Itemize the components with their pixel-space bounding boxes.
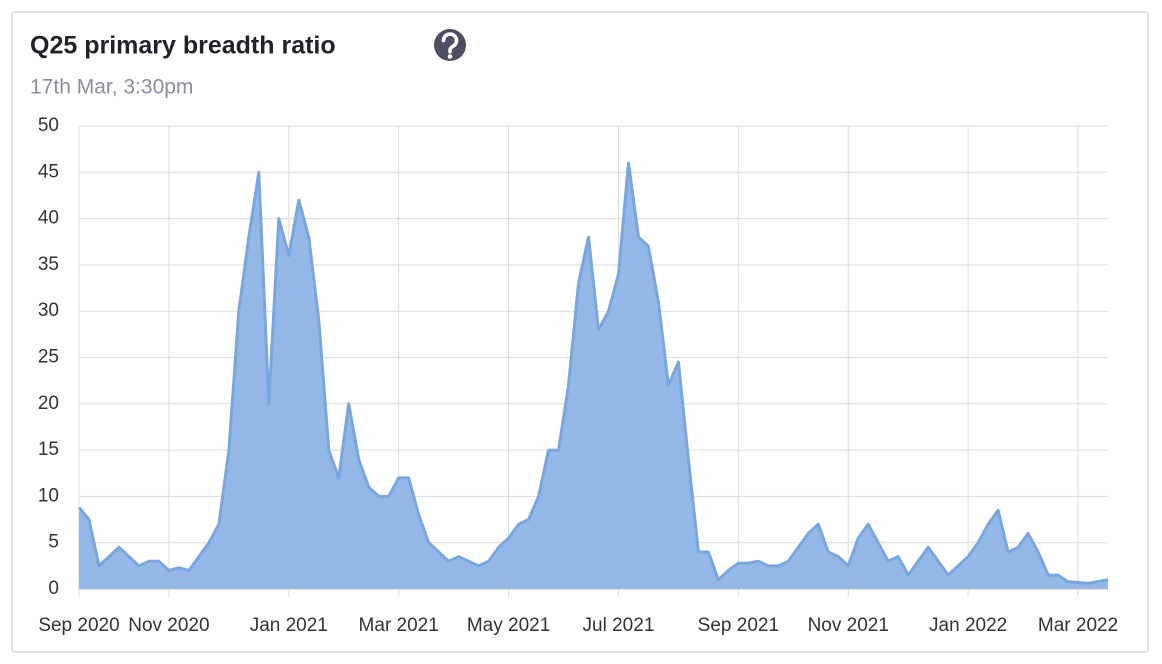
area [79, 163, 1108, 589]
x-tick-label: Jan 2022 [929, 615, 1007, 636]
x-tick-label: Nov 2020 [128, 615, 209, 636]
y-tick-label: 5 [48, 532, 59, 553]
y-tick-label: 40 [38, 208, 59, 229]
y-tick-label: 0 [48, 578, 59, 599]
y-tick-label: 50 [38, 115, 59, 136]
y-tick-label: 15 [38, 439, 59, 460]
x-tick-label: Mar 2022 [1038, 615, 1118, 636]
help-icon[interactable] [434, 29, 466, 61]
y-tick-label: 20 [38, 393, 59, 414]
x-tick-label: Mar 2021 [359, 615, 439, 636]
y-tick-label: 30 [38, 300, 59, 321]
y-tick-label: 45 [38, 161, 59, 182]
x-tick-label: Jan 2021 [250, 615, 328, 636]
x-tick-label: Jul 2021 [583, 615, 655, 636]
chart-subtitle: 17th Mar, 3:30pm [30, 76, 193, 99]
y-tick-label: 10 [38, 485, 59, 506]
area-line [77, 161, 1109, 585]
chart-title: Q25 primary breadth ratio [30, 32, 336, 60]
x-tick-label: Sep 2020 [38, 615, 119, 636]
x-tick-label: May 2021 [467, 615, 550, 636]
y-tick-label: 25 [38, 347, 59, 368]
x-tick-label: Sep 2021 [698, 615, 779, 636]
x-tick-label: Nov 2021 [808, 615, 889, 636]
y-tick-label: 35 [38, 254, 59, 275]
